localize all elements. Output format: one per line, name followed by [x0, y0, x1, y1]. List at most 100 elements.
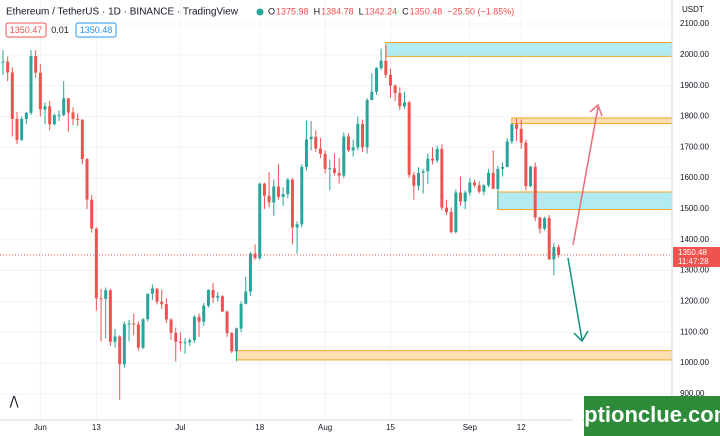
candle-body — [454, 192, 458, 233]
candle-body — [127, 323, 131, 325]
y-tick-label: 1800.00 — [680, 112, 709, 121]
zone — [497, 191, 673, 211]
zone — [385, 42, 673, 57]
candle-body — [230, 333, 234, 352]
candle-body — [206, 289, 210, 306]
candle-body — [118, 336, 122, 365]
candle-body — [141, 319, 145, 348]
candle-body — [76, 118, 80, 120]
candle-body — [328, 168, 332, 170]
y-tick-label: 1100.00 — [680, 327, 709, 336]
candle-body — [557, 247, 561, 255]
y-tick-label: 1700.00 — [680, 142, 709, 151]
candle-body — [402, 102, 406, 107]
ohlc-prefix: C — [402, 6, 409, 16]
x-tick-label: 18 — [255, 423, 264, 432]
candle-body — [164, 304, 168, 320]
buy-price: 1350.48 — [80, 25, 113, 35]
y-tick-label: 1300.00 — [680, 266, 709, 275]
candle-body — [80, 119, 84, 160]
candle-body — [393, 85, 397, 94]
sell-price: 1350.47 — [10, 25, 43, 35]
candle-body — [477, 185, 481, 192]
buy-box[interactable] — [75, 22, 117, 38]
candle-body — [505, 141, 509, 168]
candle-body — [468, 182, 472, 193]
candle-body — [515, 124, 519, 129]
x-tick-label: 15 — [386, 423, 395, 432]
candle-body — [150, 288, 154, 294]
candle-body — [342, 136, 346, 176]
candle-body — [29, 56, 33, 113]
candle-body — [501, 167, 505, 169]
candle-body — [248, 253, 252, 292]
candle-body — [552, 247, 556, 260]
candle-body — [332, 168, 336, 173]
candle-body — [244, 291, 248, 304]
zone — [235, 350, 673, 361]
candle-body — [258, 183, 262, 259]
candles — [0, 45, 672, 400]
candle-body — [71, 112, 75, 119]
candle-body — [38, 72, 42, 110]
watermark-bg — [584, 396, 720, 436]
candle-body — [267, 195, 271, 203]
candle-body — [52, 115, 56, 125]
status-dot — [256, 8, 264, 16]
candle-body — [529, 166, 533, 187]
candle-body — [346, 136, 350, 151]
candle-body — [524, 142, 528, 187]
candle-body — [360, 123, 364, 148]
candle-body — [132, 323, 136, 325]
candle-body — [482, 185, 486, 192]
candle-body — [24, 112, 28, 119]
candle-body — [183, 342, 187, 344]
candle-body — [136, 324, 140, 348]
candle-body — [174, 332, 178, 342]
candle-body — [473, 182, 477, 186]
ohlc-value: 1375.98 — [276, 6, 309, 16]
candle-body — [1, 61, 5, 63]
candle-body — [421, 171, 425, 173]
ohlc-change: −25.50 (−1.85%) — [447, 6, 514, 16]
candle-body — [66, 98, 70, 113]
candle-body — [538, 217, 542, 229]
chart-title: Ethereum / TetherUS · 1D · BINANCE · Tra… — [6, 7, 239, 18]
candle-body — [379, 60, 383, 69]
y-tick-label: 900.00 — [680, 389, 705, 398]
candle-body — [262, 183, 266, 196]
countdown: 11:47:28 — [678, 257, 709, 266]
up-arrow — [572, 106, 599, 246]
candle-body — [384, 60, 388, 75]
candle-body — [426, 158, 430, 172]
candle-body — [318, 148, 322, 154]
candle-body — [6, 61, 10, 73]
candle-body — [10, 72, 14, 119]
candle-body — [314, 136, 318, 149]
candle-body — [449, 212, 453, 233]
axes: 900.00 1000.00 1100.00 1200.00 1300.00 1400.0… — [34, 19, 720, 432]
candle-body — [356, 123, 360, 148]
candle-body — [543, 218, 547, 229]
candle-body — [160, 301, 164, 305]
candle-body — [300, 167, 304, 225]
candle-body — [295, 224, 299, 228]
sell-box[interactable] — [5, 22, 47, 38]
y-tick-label: 1900.00 — [680, 81, 709, 90]
candle-body — [188, 340, 192, 343]
candle-body — [276, 186, 280, 197]
candle-body — [463, 192, 467, 202]
candle-body — [253, 253, 257, 259]
candle-body — [85, 159, 89, 200]
candle-body — [510, 124, 514, 142]
candle-body — [122, 324, 126, 365]
y-tick-label: 1600.00 — [680, 173, 709, 182]
candle-body — [337, 172, 341, 176]
candle-body — [272, 186, 276, 203]
down-arrow — [567, 257, 583, 341]
candle-body — [99, 298, 103, 300]
candle-body — [169, 319, 173, 333]
candle-body — [304, 139, 308, 168]
candle-body — [491, 172, 495, 189]
